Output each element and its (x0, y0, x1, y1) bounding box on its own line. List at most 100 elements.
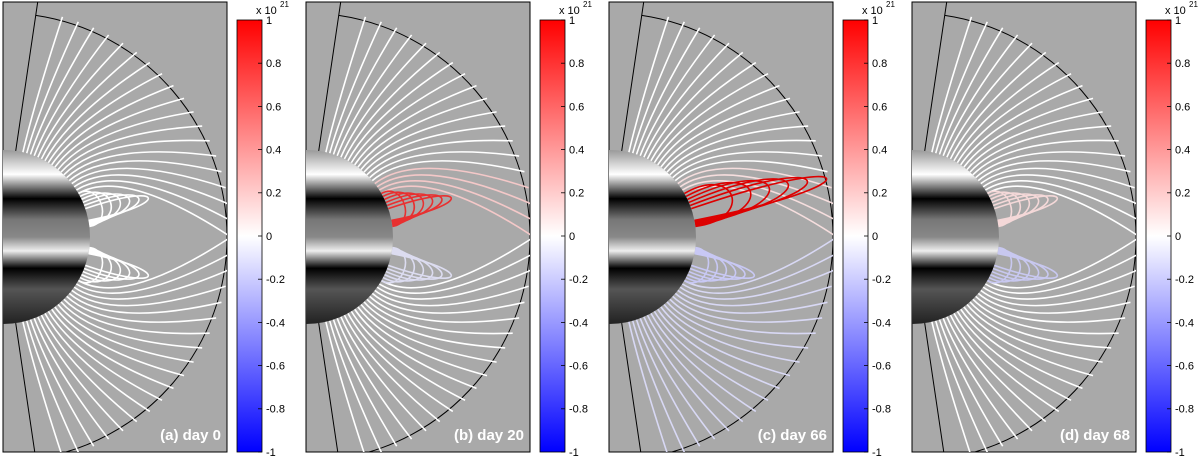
field-line (650, 61, 757, 162)
field-loop (84, 195, 150, 222)
field-line (656, 84, 780, 166)
field-line (931, 321, 971, 452)
colorbar-exponent: 21 (886, 0, 895, 9)
field-line (980, 285, 1135, 307)
field-line (959, 308, 1083, 390)
field-line (628, 16, 670, 153)
field-line (40, 51, 138, 160)
field-loop (689, 176, 809, 223)
colorbar-tick-label: -0.2 (1175, 274, 1194, 286)
field-line (77, 185, 227, 236)
field-line (376, 174, 530, 205)
solar-disk (609, 150, 696, 324)
field-line (663, 303, 800, 363)
solar-disk (912, 150, 999, 324)
field-line (639, 34, 716, 157)
field-line (353, 84, 477, 166)
field-line (29, 319, 95, 447)
field-line (946, 42, 1033, 158)
field-line (982, 269, 1136, 300)
field-line (946, 316, 1033, 432)
field-line (679, 174, 833, 205)
colorbar-tick-label: 0 (569, 231, 575, 243)
field-line (984, 254, 1136, 294)
colorbar (842, 19, 869, 453)
field-line (953, 61, 1060, 162)
field-line (942, 34, 1019, 157)
field-line (369, 295, 520, 323)
field-loop (690, 252, 756, 279)
field-line (986, 185, 1136, 236)
field-line (380, 238, 530, 289)
field-line (674, 292, 828, 314)
field-line (942, 317, 1019, 440)
colorbar-tick-label: 0.6 (872, 101, 887, 113)
field-line (643, 316, 730, 432)
field-line (363, 125, 506, 173)
colorbar-tick-label: 0.2 (569, 188, 584, 200)
field-line (639, 317, 716, 440)
field-region (306, 2, 530, 452)
panel: (a) day 0 -1 -0.8 -0.6 -0.4 -0.2 0 0.2 0.4 0.6 0.8… (2, 0, 289, 459)
field-loop (386, 251, 443, 280)
field-loop (689, 251, 746, 280)
field-line (674, 160, 828, 182)
field-line (938, 27, 1004, 155)
colorbar-tick-label: -1 (569, 447, 579, 459)
field-line (50, 84, 174, 166)
field-loop (992, 194, 1049, 223)
field-line (343, 314, 441, 423)
colorbar-tick-label: 0.6 (266, 101, 281, 113)
field-line (68, 160, 222, 182)
field-line (959, 84, 1083, 166)
field-line (336, 317, 413, 440)
field-line (40, 314, 138, 423)
field-line (982, 174, 1136, 205)
field-line (54, 97, 185, 168)
colorbar-tick-label: -0.8 (266, 404, 285, 416)
field-line (360, 303, 497, 363)
panel: (d) day 68 -1 -0.8 -0.6 -0.4 -0.2 0 0.2 0.4 0.6 0.… (911, 0, 1198, 459)
colorbar-exponent: 21 (1189, 0, 1198, 9)
field-line (357, 97, 488, 168)
field-line (953, 312, 1060, 413)
field-line (63, 139, 210, 176)
field-line (949, 51, 1047, 160)
field-line (374, 285, 529, 307)
colorbar-tick-label: 0.2 (1175, 188, 1190, 200)
field-line (29, 27, 95, 155)
field-line (343, 51, 441, 160)
field-line (60, 301, 203, 349)
field-region (609, 2, 833, 452)
field-line (635, 319, 701, 447)
domain-arc (35, 14, 227, 452)
colorbar-tick-label: -0.8 (1175, 404, 1194, 416)
colorbar-tick-label: -1 (1175, 447, 1185, 459)
field-line (340, 42, 427, 158)
panel-label: (b) day 20 (454, 427, 524, 444)
colorbar-tick-label: -0.6 (569, 361, 588, 373)
field-line (956, 310, 1072, 402)
field-line (332, 319, 398, 447)
colorbar-tick-label: -0.4 (266, 317, 285, 329)
field-line (681, 254, 833, 294)
field-line (679, 269, 833, 300)
field-line (44, 312, 151, 413)
field-line (380, 185, 530, 236)
panel-label: (c) day 66 (758, 427, 827, 444)
field-line (325, 321, 365, 452)
domain-edge (621, 322, 642, 452)
field-line (37, 42, 124, 158)
domain-arc (338, 14, 530, 452)
domain-edge (924, 2, 948, 152)
colorbar-tick-label: -0.8 (569, 404, 588, 416)
field-line (977, 160, 1131, 182)
field-line (363, 301, 506, 349)
colorbar-tick-label: 0 (872, 231, 878, 243)
field-line (969, 125, 1112, 173)
field-line (963, 306, 1094, 377)
field-line (71, 167, 226, 189)
colorbar-tick-label: 0.8 (1175, 58, 1190, 70)
field-line (371, 292, 525, 314)
